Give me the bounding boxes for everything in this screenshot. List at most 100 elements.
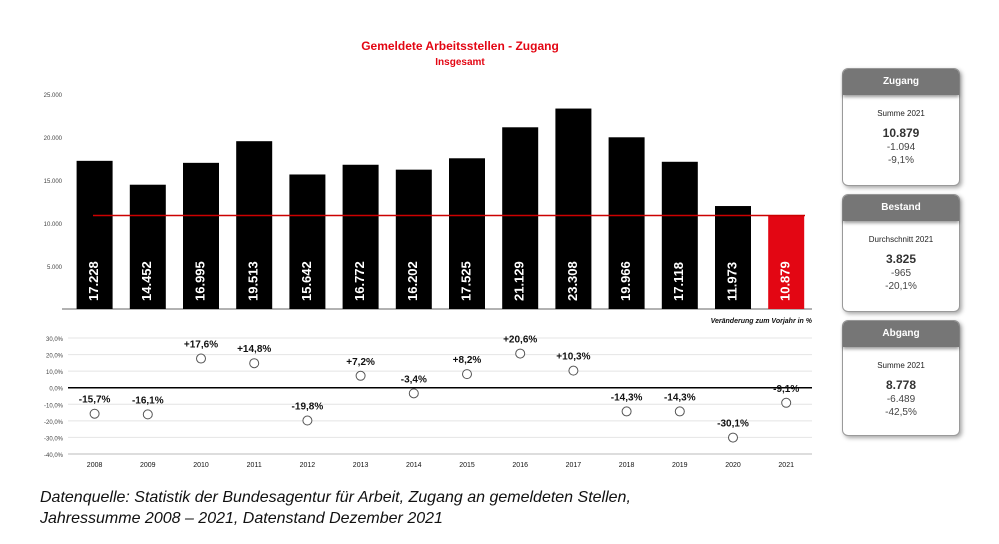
- bar-value-label: 19.966: [618, 261, 633, 301]
- change-value-label: +17,6%: [184, 340, 218, 351]
- y-tick-label: -20,0%: [44, 420, 64, 426]
- card-bestand-change-pct: -20,1%: [885, 281, 917, 292]
- bar-chart: 25.000 20.000 15.000 10.000 5.000 17.228 14.45…: [44, 93, 812, 310]
- data-source-line-2: Jahressumme 2008 – 2021, Datenstand Deze…: [40, 510, 443, 527]
- x-tick-label: 2021: [778, 462, 794, 469]
- change-value-label: -9,1%: [773, 384, 799, 395]
- y-tick-label: -30,0%: [44, 436, 64, 442]
- x-tick-label: 2008: [87, 462, 103, 469]
- bar-value-label: 10.879: [778, 261, 793, 301]
- card-abgang-change-pct: -42,5%: [885, 407, 917, 418]
- bar: [342, 164, 379, 309]
- x-tick-label: 2009: [140, 462, 156, 469]
- x-tick-label: 2015: [459, 462, 475, 469]
- bar: [449, 158, 485, 309]
- x-tick-label: 2018: [619, 462, 635, 469]
- bar: [661, 161, 698, 309]
- change-point: [408, 388, 419, 399]
- y-tick-label: 30,0%: [46, 337, 64, 343]
- change-value-label: -30,1%: [717, 419, 749, 430]
- data-source-line-1: Datenquelle: Statistik der Bundesagentur…: [40, 489, 631, 506]
- change-value-label: -14,3%: [664, 392, 696, 403]
- change-chart: 30,0% 20,0% 10,0% 0,0% -10,0% -20,0% -30,0% -40…: [44, 335, 812, 469]
- change-point: [781, 397, 792, 408]
- y-tick-label: -40,0%: [44, 453, 64, 459]
- change-point: [196, 353, 206, 364]
- bar: [555, 108, 592, 309]
- change-point: [568, 365, 579, 376]
- x-tick-label: 2010: [193, 462, 209, 469]
- y-tick-label: 0,0%: [49, 387, 63, 393]
- bar-value-label: 15.642: [299, 261, 314, 301]
- change-point: [728, 432, 738, 443]
- card-abgang-value: 8.778: [885, 378, 917, 392]
- y-tick-label: 5.000: [47, 265, 63, 271]
- card-bestand-title: Bestand: [843, 195, 959, 221]
- card-zugang-change-abs: -1.094: [886, 142, 916, 153]
- bar: [289, 174, 326, 309]
- bar: [715, 206, 751, 309]
- bar: [502, 127, 539, 309]
- change-value-label: +7,2%: [346, 357, 375, 368]
- change-value-label: -15,7%: [79, 395, 111, 406]
- bar-value-label: 16.995: [192, 261, 207, 301]
- bar-value-label: 16.202: [405, 261, 420, 301]
- change-point: [302, 415, 313, 426]
- card-bestand: Bestand Durchschnitt 2021 3.825 -965 -20…: [842, 194, 960, 312]
- bar-value-label: 17.118: [671, 262, 686, 301]
- bar: [183, 162, 219, 309]
- change-value-label: +10,3%: [556, 352, 590, 363]
- y-tick-label: -10,0%: [44, 403, 64, 409]
- change-point: [89, 408, 100, 419]
- card-bestand-value: 3.825: [885, 252, 917, 266]
- bar: [768, 215, 805, 309]
- change-value-label: -19,8%: [292, 402, 324, 413]
- card-abgang-change-abs: -6.489: [886, 394, 916, 405]
- card-bestand-change-abs: -965: [890, 268, 911, 279]
- bar-value-label: 23.308: [565, 261, 580, 301]
- x-tick-label: 2017: [566, 462, 582, 469]
- y-tick-label: 10,0%: [46, 370, 64, 376]
- bar: [236, 141, 273, 309]
- chart-subtitle: Insgesamt: [435, 57, 485, 68]
- x-tick-label: 2014: [406, 462, 422, 469]
- y-tick-label: 25.000: [44, 93, 63, 99]
- chart-title: Gemeldete Arbeitsstellen - Zugang: [361, 39, 559, 53]
- card-zugang-subtitle: Summe 2021: [877, 109, 925, 118]
- x-tick-label: 2020: [725, 462, 741, 469]
- bar-value-label: 16.772: [352, 261, 367, 301]
- change-point: [355, 370, 366, 381]
- change-value-label: -16,1%: [132, 395, 164, 406]
- y-tick-label: 10.000: [44, 222, 63, 228]
- bar: [608, 137, 645, 309]
- bar-value-label: 17.228: [86, 261, 101, 301]
- change-value-label: -14,3%: [611, 392, 643, 403]
- bar-value-label: 21.129: [512, 261, 527, 301]
- bar: [76, 160, 113, 309]
- x-tick-label: 2012: [300, 462, 316, 469]
- change-value-label: +20,6%: [503, 335, 537, 346]
- change-value-label: +8,2%: [453, 355, 482, 366]
- change-point: [674, 406, 685, 417]
- card-zugang-value: 10.879: [882, 126, 920, 140]
- bar-value-label: 11.973: [724, 262, 739, 301]
- bar-value-label: 17.525: [458, 261, 473, 301]
- x-tick-label: 2011: [247, 462, 262, 469]
- card-zugang-title: Zugang: [843, 69, 959, 95]
- x-tick-label: 2019: [672, 462, 688, 469]
- change-point: [621, 406, 632, 417]
- bar: [129, 184, 166, 309]
- card-abgang-subtitle: Summe 2021: [877, 361, 925, 370]
- bar: [395, 169, 432, 309]
- data-source-note: Datenquelle: Statistik der Bundesagentur…: [40, 487, 631, 529]
- x-tick-label: 2013: [353, 462, 369, 469]
- card-abgang: Abgang Summe 2021 8.778 -6.489 -42,5%: [842, 320, 960, 436]
- card-zugang-change-pct: -9,1%: [887, 155, 915, 166]
- y-tick-label: 20,0%: [46, 354, 64, 360]
- bar-value-label: 14.452: [139, 261, 154, 301]
- change-point: [142, 409, 153, 420]
- y-tick-label: 20.000: [44, 136, 63, 142]
- bar-value-label: 19.513: [246, 261, 261, 301]
- change-point: [249, 358, 260, 369]
